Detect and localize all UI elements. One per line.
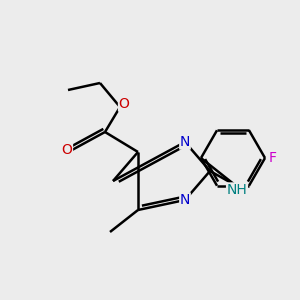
Text: N: N [180,193,190,207]
Text: NH: NH [226,183,248,197]
Text: F: F [269,151,277,165]
Text: O: O [118,97,129,111]
Text: O: O [61,143,72,157]
Text: N: N [180,135,190,149]
